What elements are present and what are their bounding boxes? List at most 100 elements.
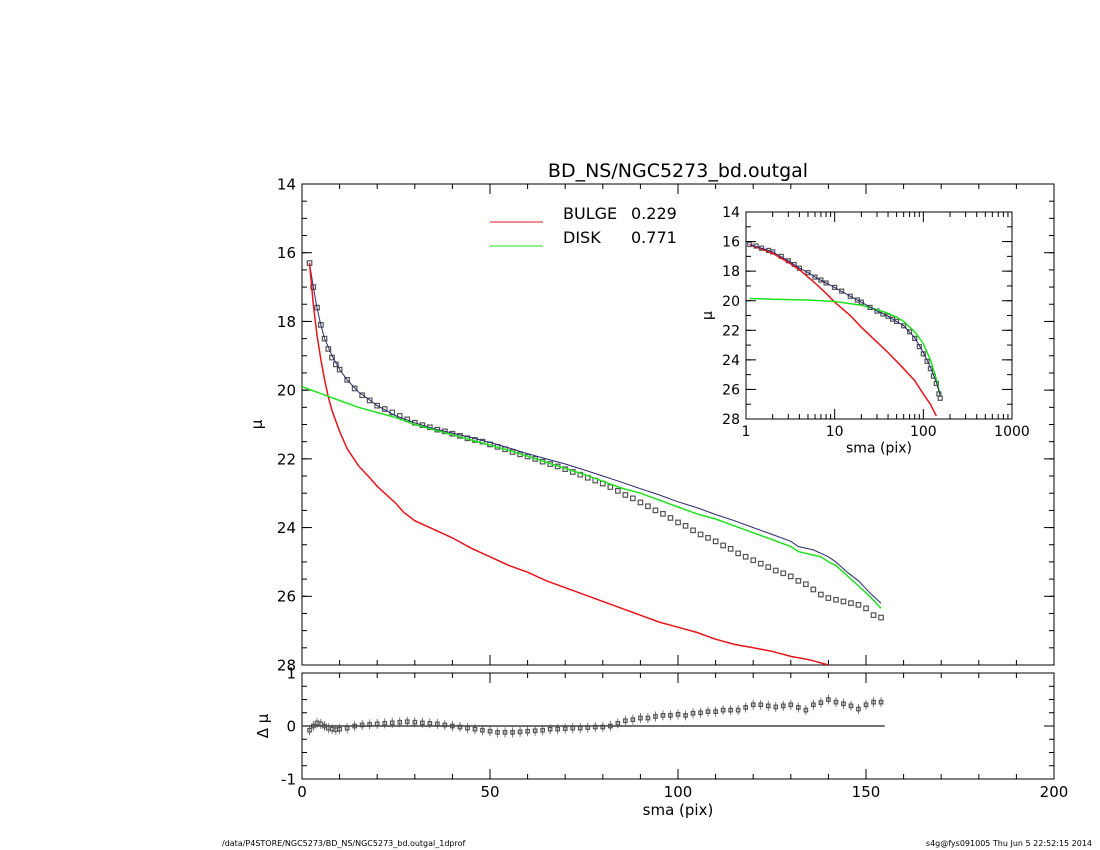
main-data-point bbox=[690, 527, 696, 534]
main-data-point bbox=[359, 392, 365, 399]
main-data-point bbox=[637, 499, 644, 506]
inset-y-tick-label: 26 bbox=[722, 382, 740, 398]
inset-data-point bbox=[847, 293, 853, 299]
main-data-point bbox=[848, 600, 854, 607]
inset-y-tick-label: 22 bbox=[722, 323, 740, 339]
inset-y-tick-label: 20 bbox=[722, 294, 740, 310]
main-series-BULGE-line bbox=[308, 262, 829, 665]
main-data-point bbox=[750, 557, 757, 564]
inset-y-tick-label: 24 bbox=[722, 353, 740, 369]
footer-timestamp: s4g@fys091005 Thu Jun 5 22:52:15 2014 bbox=[925, 839, 1092, 848]
inset-series-BULGE-line bbox=[749, 243, 937, 417]
main-data-point bbox=[878, 614, 884, 621]
inset-x-axis-label: sma (pix) bbox=[846, 441, 912, 457]
main-data-point bbox=[374, 402, 380, 409]
main-data-point bbox=[833, 596, 839, 603]
main-data-point bbox=[318, 322, 324, 328]
legend-disk-value: 0.771 bbox=[631, 228, 677, 247]
main-data-point bbox=[802, 581, 809, 588]
main-y-tick-label: 18 bbox=[277, 313, 296, 331]
inset-data-point bbox=[912, 335, 918, 341]
main-data-point bbox=[479, 438, 486, 445]
inset-y-axis-label: μ bbox=[700, 311, 716, 320]
main-data-point bbox=[780, 570, 787, 577]
main-data-point bbox=[344, 377, 350, 383]
main-data-point bbox=[321, 335, 328, 342]
inset-data-point bbox=[839, 288, 845, 294]
inset-x-tick-label: 10 bbox=[826, 424, 844, 440]
legend-bulge-label: BULGE bbox=[563, 204, 617, 223]
inset-y-tick-label: 18 bbox=[722, 264, 740, 280]
inset-frame bbox=[745, 211, 1013, 420]
main-data-point bbox=[870, 612, 877, 619]
main-data-point bbox=[742, 553, 749, 560]
residual-x-tick-label: 200 bbox=[1040, 783, 1069, 801]
residual-y-tick-label: 1 bbox=[286, 664, 296, 682]
residual-series-group bbox=[302, 694, 885, 738]
inset-data-point bbox=[832, 284, 838, 290]
inset-data-point bbox=[805, 270, 811, 276]
main-y-tick-label: 24 bbox=[277, 519, 296, 537]
main-data-point bbox=[855, 601, 862, 608]
inset-x-tick-label: 1000 bbox=[994, 424, 1030, 440]
main-data-point bbox=[863, 605, 869, 612]
inset-data-point bbox=[818, 277, 824, 283]
main-data-point bbox=[660, 511, 666, 517]
residual-y-tick-label: -1 bbox=[281, 770, 296, 788]
main-y-tick-label: 16 bbox=[277, 244, 296, 262]
main-series-DISK-line bbox=[302, 385, 882, 609]
main-data-point bbox=[705, 534, 711, 541]
main-data-point bbox=[765, 564, 772, 570]
main-data-point bbox=[727, 545, 734, 552]
main-data-point bbox=[712, 538, 719, 545]
footer-path: /data/P4STORE/NGC5273/BD_NS/NGC5273_bd.o… bbox=[222, 839, 466, 848]
main-data-point bbox=[697, 531, 704, 538]
main-data-point bbox=[366, 397, 373, 404]
main-data-point bbox=[667, 515, 674, 521]
main-data-point bbox=[607, 484, 614, 490]
residual-x-tick-label: 0 bbox=[297, 783, 307, 801]
main-data-point bbox=[675, 519, 681, 526]
main-data-point bbox=[645, 503, 651, 510]
legend: BULGE 0.229 DISK 0.771 bbox=[490, 204, 677, 247]
main-data-point bbox=[795, 577, 802, 584]
inset-data-point bbox=[893, 318, 900, 324]
main-data-point bbox=[351, 385, 358, 392]
residual-y-axis-label: Δ μ bbox=[254, 713, 272, 738]
main-data-point bbox=[735, 550, 742, 557]
main-data-point bbox=[772, 567, 779, 574]
inset-y-tick-label: 14 bbox=[722, 205, 740, 221]
inset-series-group bbox=[747, 241, 943, 417]
inset-series-DISK-line bbox=[749, 297, 941, 396]
main-y-tick-label: 28 bbox=[277, 656, 296, 674]
inset-data-point bbox=[916, 344, 922, 350]
inset-data-point bbox=[906, 329, 913, 335]
inset-y-tick-label: 16 bbox=[722, 235, 740, 251]
inset-data-point bbox=[858, 299, 865, 305]
residual-x-tick-label: 100 bbox=[664, 783, 693, 801]
main-data-point bbox=[682, 522, 689, 529]
main-data-point bbox=[757, 560, 764, 567]
legend-bulge-value: 0.229 bbox=[631, 204, 677, 223]
main-data-point bbox=[787, 573, 794, 580]
main-data-point bbox=[810, 586, 817, 593]
main-data-point bbox=[840, 598, 847, 605]
main-y-tick-label: 22 bbox=[277, 450, 296, 468]
main-series-group bbox=[302, 260, 884, 665]
main-data-point bbox=[817, 591, 824, 598]
inset-series-model-line bbox=[749, 244, 941, 396]
chart-title: BD_NS/NGC5273_bd.outgal bbox=[548, 160, 808, 182]
main-panel: 14 16 18 20 22 24 26 28 μ bbox=[248, 175, 1055, 674]
main-data-point bbox=[614, 488, 621, 494]
main-data-point bbox=[825, 595, 832, 601]
inset-x-tick-label: 100 bbox=[910, 424, 937, 440]
residual-y-tick-label: 0 bbox=[286, 717, 296, 735]
main-series-model-line bbox=[309, 262, 882, 604]
residual-x-tick-label: 150 bbox=[852, 783, 881, 801]
inset-data-point bbox=[901, 323, 907, 329]
main-y-tick-label: 26 bbox=[277, 588, 296, 606]
main-data-point bbox=[652, 507, 659, 514]
main-y-tick-label: 14 bbox=[277, 175, 296, 193]
main-data-point bbox=[629, 495, 636, 502]
